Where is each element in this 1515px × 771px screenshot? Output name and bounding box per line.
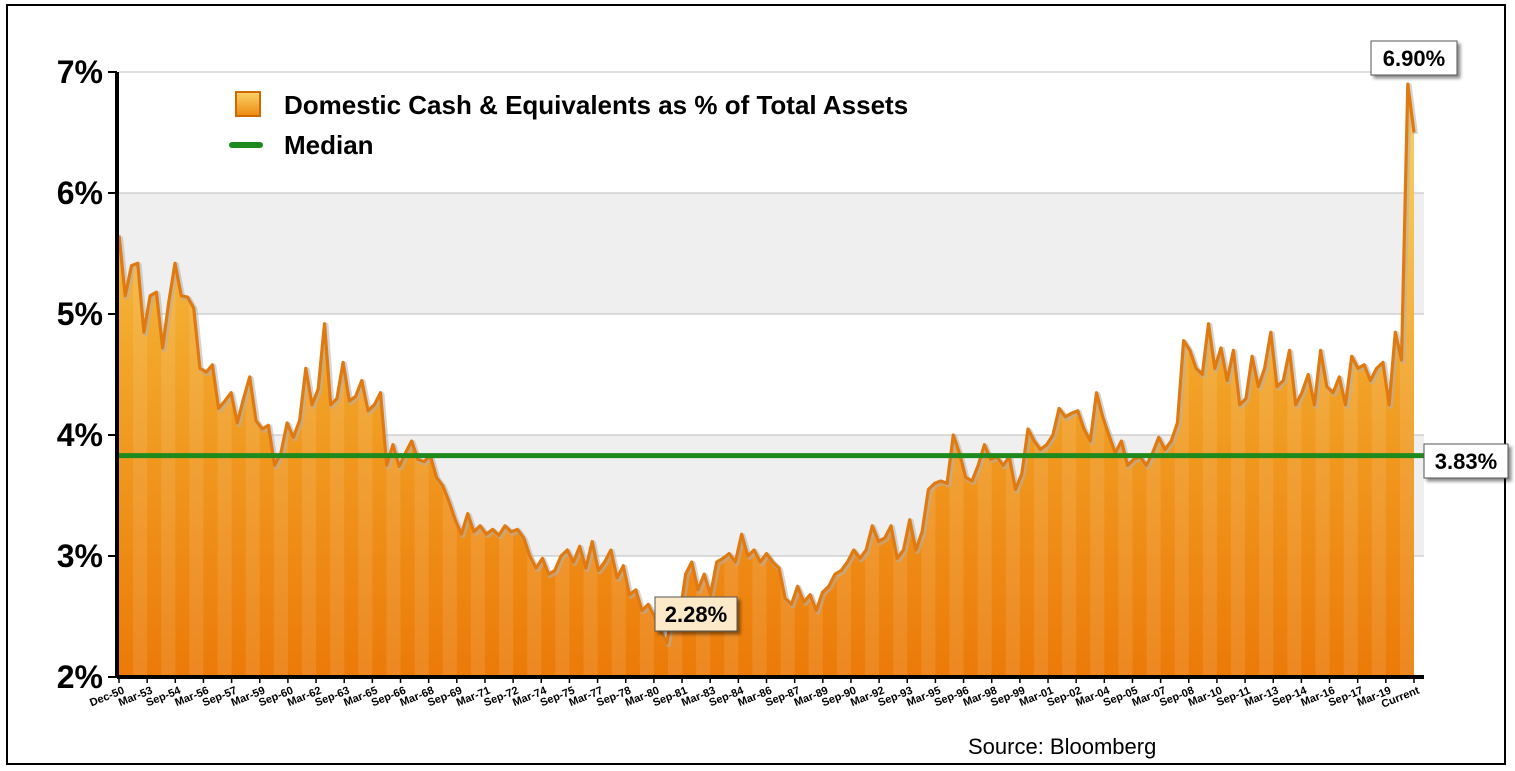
legend-series-label: Domestic Cash & Equivalents as % of Tota… (284, 90, 908, 120)
area-stripe (865, 84, 880, 677)
grid-band (119, 193, 1424, 314)
area-stripe (273, 84, 288, 677)
callout-peak-label: 6.90% (1383, 46, 1445, 71)
series-line (117, 82, 1418, 648)
legend-median-label: Median (284, 130, 374, 160)
callout-peak: 6.90% (1370, 40, 1458, 76)
area-stripe (470, 84, 485, 677)
area-stripe (386, 84, 401, 677)
area-stripe (1090, 84, 1105, 677)
callout-trough: 2.28% (654, 596, 738, 632)
area-stripe (1033, 84, 1049, 677)
area-stripe (217, 84, 232, 677)
area-stripe (133, 84, 148, 677)
y-tick-label: 2% (57, 659, 103, 695)
area-stripe (724, 84, 739, 677)
y-tick-label: 7% (57, 54, 103, 90)
series-line-path (117, 82, 1416, 645)
callout-median-label: 3.83% (1435, 449, 1497, 474)
area-stripe (442, 84, 457, 677)
y-tick-label: 6% (57, 175, 103, 211)
callout-trough-box (654, 596, 738, 632)
source-note: Source: Bloomberg (968, 734, 1156, 759)
y-tick-label: 3% (57, 538, 103, 574)
area-stripe (1146, 84, 1161, 677)
legend: Domestic Cash & Equivalents as % of Tota… (229, 90, 908, 160)
area-stripe (639, 84, 654, 677)
area-series (119, 84, 1414, 678)
area-stripe (161, 84, 176, 677)
area-stripe (949, 84, 964, 677)
callout-median-box (1423, 443, 1509, 479)
area-stripe (893, 84, 908, 677)
y-tick-label: 4% (57, 417, 103, 453)
area-stripe (921, 84, 936, 677)
area-stripe (527, 84, 542, 677)
area-stripe (836, 84, 851, 677)
area-stripe (977, 84, 992, 677)
area-stripe (189, 84, 204, 677)
y-tick-labels: 2% 3% 4% 5% 6% 7% (57, 54, 117, 695)
legend-median-swatch (229, 142, 263, 148)
area-stripe (499, 84, 514, 677)
area-stripe (1005, 84, 1020, 677)
callouts: 6.90% 2.28% 3.83% (654, 40, 1509, 632)
legend-series-swatch (235, 91, 261, 117)
area-fill (119, 84, 1414, 678)
callout-median: 3.83% (1423, 443, 1509, 479)
area-stripe (1062, 84, 1077, 677)
area-stripe (611, 84, 626, 677)
area-stripe (1118, 84, 1133, 677)
area-stripe (358, 84, 373, 677)
axes (115, 72, 1424, 679)
area-stripe (414, 84, 429, 677)
callout-peak-box (1370, 40, 1458, 76)
area-stripe (245, 84, 260, 677)
area-stripe (583, 84, 598, 677)
area-stripe (808, 84, 823, 677)
callout-trough-label: 2.28% (665, 602, 727, 627)
area-stripe (555, 84, 570, 677)
area-stripe (667, 84, 683, 677)
area-stripe (752, 84, 767, 677)
y-tick-label: 5% (57, 296, 103, 332)
x-tick-labels: Dec-50Mar-53Sep-54Mar-56Sep-57Mar-59Sep-… (88, 677, 1421, 711)
